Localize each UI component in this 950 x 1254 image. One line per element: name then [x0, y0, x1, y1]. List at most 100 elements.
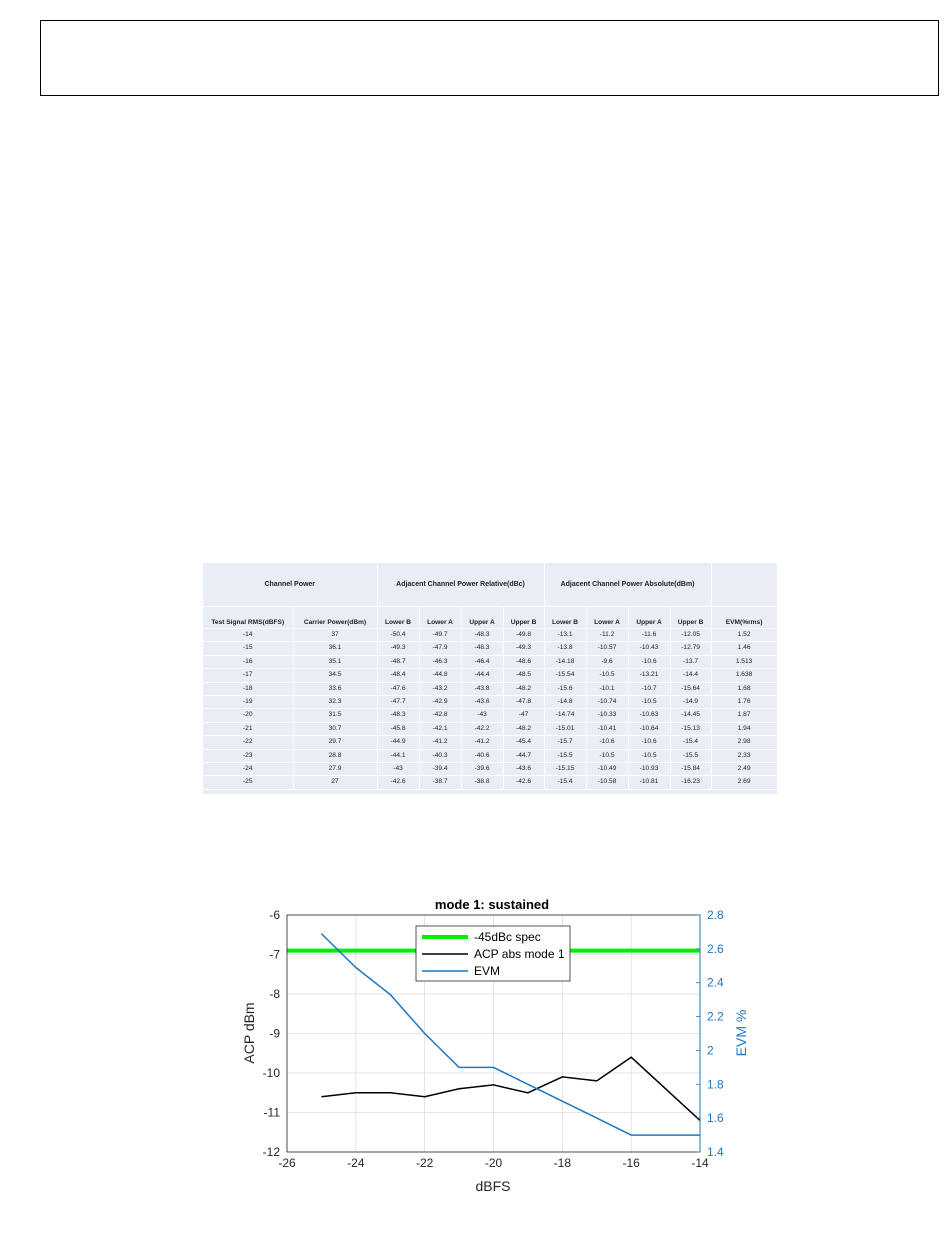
y-tick-label: -6 [269, 908, 280, 922]
table-cell: -48.2 [503, 722, 545, 737]
table-cell: -42.6 [503, 775, 545, 790]
table-cell: 35.1 [293, 655, 378, 670]
table-cell: -43.8 [461, 682, 504, 697]
table-cell: 1.68 [711, 682, 778, 697]
table-cell: -12.05 [670, 628, 712, 643]
table-cell: 36.1 [293, 641, 378, 656]
y-right-tick-label: 2.6 [707, 942, 724, 956]
table-row: -22 29.7 -44.9 -41.2 -41.2 -45.4 -15.7 -10.6 -10… [203, 735, 778, 750]
table-cell: -25 [203, 775, 294, 790]
table-cell: -13.1 [544, 628, 587, 643]
acp-evm-chart: mode 1: sustained -26 -24 -22 -20 -18 -16 -14-… [230, 885, 750, 1200]
table-cell: -11.6 [628, 628, 671, 643]
table-row: -21 30.7 -45.8 -42.1 -42.2 -48.2 -15.01 -10.41-… [203, 722, 778, 737]
table-cell: -10.81 [628, 775, 671, 790]
table-cell: -47 [503, 708, 545, 723]
table-cell: 1.52 [711, 628, 778, 643]
table-cell: -49.8 [503, 628, 545, 643]
series-line-acp-abs [321, 1056, 701, 1121]
chart-svg: mode 1: sustained -26 -24 -22 -20 -18 -16 -14-… [241, 897, 749, 1194]
table-cell: -10.6 [628, 735, 671, 750]
table-cell: -17 [203, 668, 294, 683]
y-right-tick-label: 1.4 [707, 1145, 724, 1159]
table-cell: -10.43 [628, 641, 671, 656]
x-tick-label: -16 [622, 1156, 640, 1170]
y-tick-label: -8 [269, 987, 280, 1001]
table-cell: -10.5 [586, 749, 629, 764]
table-cell: -50.4 [377, 628, 420, 643]
tick-labels: -26 -24 -22 -20 -18 -16 -14 -6 -7 -8 -9 -10 -11 -12 2.… [263, 908, 724, 1170]
table-cell: -15.54 [544, 668, 587, 683]
table-cell: 2.33 [711, 749, 778, 764]
table-cell: -47.7 [377, 695, 420, 710]
table-row: -25 27 -42.6 -38.7 -38.8 -42.6 -15.4 -10.58 -10.… [203, 775, 778, 790]
column-header: Lower B [544, 606, 587, 629]
table-cell: -40.3 [419, 749, 462, 764]
y-right-tick-label: 2.2 [707, 1010, 724, 1024]
y-right-tick-label: 2.8 [707, 908, 724, 922]
group-header-acp-relative: Adjacent Channel Power Relative(dBc) [377, 563, 545, 607]
table-cell: -38.7 [419, 775, 462, 790]
table-cell: -44.7 [503, 749, 545, 764]
table-cell: -14.18 [544, 655, 587, 670]
table-cell: -10.33 [586, 708, 629, 723]
y-right-tick-label: 2 [707, 1043, 714, 1057]
table-cell: -42.9 [419, 695, 462, 710]
group-header-row: Channel Power Adjacent Channel Power Rel… [203, 563, 778, 607]
table-cell: -43 [461, 708, 504, 723]
table-cell: -10.5 [628, 749, 671, 764]
table-cell: -15.7 [544, 735, 587, 750]
group-header-evm [711, 563, 778, 607]
table-cell: -45.4 [503, 735, 545, 750]
table-cell: -47.9 [419, 641, 462, 656]
table-cell: -15.6 [544, 682, 587, 697]
table-cell: -19 [203, 695, 294, 710]
x-tick-label: -14 [691, 1156, 709, 1170]
table-cell: -47.8 [503, 695, 545, 710]
table-cell: -43.6 [503, 762, 545, 777]
x-axis-label: dBFS [475, 1178, 510, 1194]
table-cell: 27.9 [293, 762, 378, 777]
table-row: -17 34.5 -48.4 -44.8 -44.4 -48.5 -15.54 -10.5 -1… [203, 668, 778, 683]
y-right-tick-label: 1.6 [707, 1111, 724, 1125]
table-cell: -13.7 [670, 655, 712, 670]
table-cell: 1.76 [711, 695, 778, 710]
column-header: Lower A [586, 606, 629, 629]
table-cell: -49.7 [419, 628, 462, 643]
table-cell: -23 [203, 749, 294, 764]
table-row: -20 31.5 -48.3 -42.8 -43 -47 -14.74 -10.33 -10.6… [203, 708, 778, 723]
group-header-acp-absolute: Adjacent Channel Power Absolute(dBm) [544, 563, 712, 607]
table-cell: 32.3 [293, 695, 378, 710]
group-header-channel-power: Channel Power [203, 563, 378, 607]
table-cell: -11.2 [586, 628, 629, 643]
header-box [40, 20, 939, 96]
table-cell: -18 [203, 682, 294, 697]
column-header: Carrier Power(dBm) [293, 606, 378, 629]
table-cell: -44.8 [419, 668, 462, 683]
table-cell: -10.58 [586, 775, 629, 790]
table-cell: -15.64 [670, 682, 712, 697]
table-cell: -21 [203, 722, 294, 737]
legend-label: ACP abs mode 1 [474, 947, 565, 961]
table-cell: -10.6 [586, 735, 629, 750]
table-cell: -48.7 [377, 655, 420, 670]
table-cell: -15.5 [670, 749, 712, 764]
table-cell: -10.41 [586, 722, 629, 737]
table-cell: 1.513 [711, 655, 778, 670]
table-cell: -47.6 [377, 682, 420, 697]
x-tick-label: -24 [347, 1156, 365, 1170]
table-row: -19 32.3 -47.7 -42.9 -43.6 -47.8 -14.8 -10.74 -1… [203, 695, 778, 710]
table-cell: -14.9 [670, 695, 712, 710]
table-row: -14 37 -50.4 -49.7 -48.3 -49.8 -13.1 -11.2 -11.6… [203, 628, 778, 643]
table-cell: -15.5 [544, 749, 587, 764]
table-cell: -10.57 [586, 641, 629, 656]
table-cell: -45.8 [377, 722, 420, 737]
table-cell: -14.8 [544, 695, 587, 710]
table-cell: -22 [203, 735, 294, 750]
table-cell: -10.74 [586, 695, 629, 710]
table-cell: -48.5 [503, 668, 545, 683]
table-row: -15 36.1 -49.3 -47.9 -48.3 -49.3 -13.8 -10.57 -1… [203, 641, 778, 656]
table-cell: -10.64 [628, 722, 671, 737]
acp-table: Channel Power Adjacent Channel Power Rel… [203, 563, 778, 790]
table-row: -16 35.1 -48.7 -46.3 -46.4 -48.6 -14.18 -9.6 -10… [203, 655, 778, 670]
